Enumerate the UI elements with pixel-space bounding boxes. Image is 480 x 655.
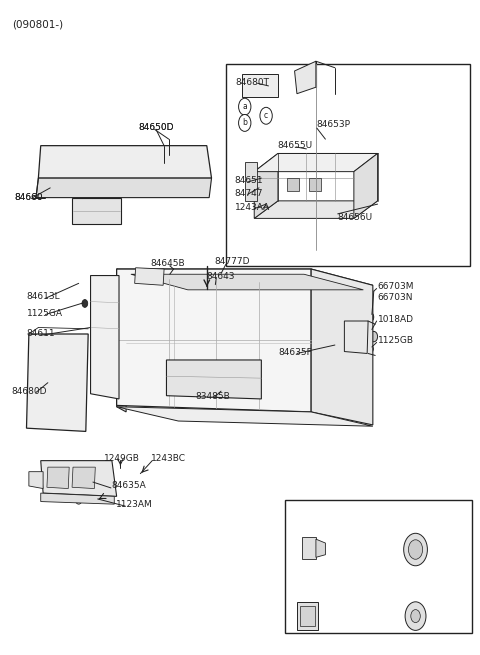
Circle shape xyxy=(411,610,420,623)
Polygon shape xyxy=(135,268,164,286)
Polygon shape xyxy=(41,460,117,496)
Text: 1243AA: 1243AA xyxy=(235,203,271,212)
Polygon shape xyxy=(254,153,378,172)
Text: 84660: 84660 xyxy=(14,193,43,202)
Polygon shape xyxy=(72,467,96,489)
Polygon shape xyxy=(285,500,472,633)
Text: 1123AM: 1123AM xyxy=(116,500,153,509)
Polygon shape xyxy=(117,269,126,405)
Text: 1125GA: 1125GA xyxy=(26,309,62,318)
Text: 66703N: 66703N xyxy=(378,293,413,302)
Circle shape xyxy=(108,200,114,208)
Polygon shape xyxy=(72,198,121,223)
Text: 84611: 84611 xyxy=(26,329,55,339)
Polygon shape xyxy=(300,606,315,626)
Polygon shape xyxy=(254,201,378,218)
Circle shape xyxy=(239,115,251,132)
Text: 84613L: 84613L xyxy=(26,293,60,301)
Text: 1243BC: 1243BC xyxy=(151,454,186,463)
Text: 84660: 84660 xyxy=(14,193,43,202)
Polygon shape xyxy=(242,74,278,97)
Polygon shape xyxy=(91,276,119,399)
Polygon shape xyxy=(297,602,318,630)
Text: 84651: 84651 xyxy=(234,176,263,185)
Text: 84655U: 84655U xyxy=(277,141,312,150)
Polygon shape xyxy=(245,162,257,201)
Circle shape xyxy=(80,213,85,221)
Circle shape xyxy=(257,80,264,90)
Circle shape xyxy=(385,509,396,523)
Circle shape xyxy=(94,200,99,208)
Text: 96120L: 96120L xyxy=(310,578,344,588)
Polygon shape xyxy=(38,145,212,178)
Text: 95120: 95120 xyxy=(310,512,339,521)
Circle shape xyxy=(404,533,427,566)
Circle shape xyxy=(367,312,374,322)
Circle shape xyxy=(94,213,99,221)
Polygon shape xyxy=(36,178,212,198)
Text: 95120A: 95120A xyxy=(400,512,435,521)
Text: 84650D: 84650D xyxy=(138,123,173,132)
Text: 84747: 84747 xyxy=(234,189,263,198)
Circle shape xyxy=(296,509,306,523)
Polygon shape xyxy=(117,269,126,412)
Polygon shape xyxy=(117,407,373,426)
Text: c: c xyxy=(264,111,268,121)
Text: 84645B: 84645B xyxy=(151,259,185,269)
Text: 1018AD: 1018AD xyxy=(378,314,414,324)
Circle shape xyxy=(75,495,82,504)
Circle shape xyxy=(408,540,423,559)
Circle shape xyxy=(239,98,251,115)
Circle shape xyxy=(246,80,253,90)
Text: 84650D: 84650D xyxy=(138,123,173,132)
Polygon shape xyxy=(344,321,368,354)
Text: b: b xyxy=(242,119,247,128)
Polygon shape xyxy=(316,539,325,557)
Polygon shape xyxy=(354,153,378,218)
Text: 1125GB: 1125GB xyxy=(378,336,414,345)
Text: 84680T: 84680T xyxy=(235,77,269,86)
Polygon shape xyxy=(47,467,69,489)
Polygon shape xyxy=(117,269,373,286)
Text: a: a xyxy=(242,102,247,111)
Polygon shape xyxy=(309,178,321,191)
Polygon shape xyxy=(167,360,261,399)
Circle shape xyxy=(405,602,426,630)
Text: 84777D: 84777D xyxy=(214,257,250,267)
Text: 84656U: 84656U xyxy=(338,213,373,221)
Circle shape xyxy=(296,576,306,590)
Text: a: a xyxy=(299,512,303,521)
Circle shape xyxy=(80,200,85,208)
Polygon shape xyxy=(301,536,316,559)
Polygon shape xyxy=(131,274,363,290)
Circle shape xyxy=(267,80,275,90)
Polygon shape xyxy=(254,153,278,218)
Polygon shape xyxy=(29,472,43,489)
Text: c: c xyxy=(389,512,393,521)
Polygon shape xyxy=(288,178,300,191)
Circle shape xyxy=(370,331,378,342)
Circle shape xyxy=(368,345,373,353)
Polygon shape xyxy=(26,334,88,432)
Text: 84680D: 84680D xyxy=(12,387,47,396)
Polygon shape xyxy=(117,269,311,412)
Polygon shape xyxy=(311,269,373,425)
Text: b: b xyxy=(298,578,303,588)
Text: 1249GB: 1249GB xyxy=(104,454,140,463)
Text: 1390NB: 1390NB xyxy=(396,578,432,588)
Polygon shape xyxy=(295,61,316,94)
Text: (090801-): (090801-) xyxy=(12,19,63,29)
Polygon shape xyxy=(226,64,470,266)
Ellipse shape xyxy=(378,200,406,219)
Text: 66703M: 66703M xyxy=(378,282,414,291)
Circle shape xyxy=(82,299,88,307)
Text: 83485B: 83485B xyxy=(195,392,229,401)
Text: 84635F: 84635F xyxy=(278,348,312,357)
Text: 84643: 84643 xyxy=(207,272,235,281)
Polygon shape xyxy=(41,493,114,504)
Text: 84635A: 84635A xyxy=(111,481,146,490)
Circle shape xyxy=(108,213,114,221)
Circle shape xyxy=(260,107,272,124)
Text: 84653P: 84653P xyxy=(317,121,351,130)
